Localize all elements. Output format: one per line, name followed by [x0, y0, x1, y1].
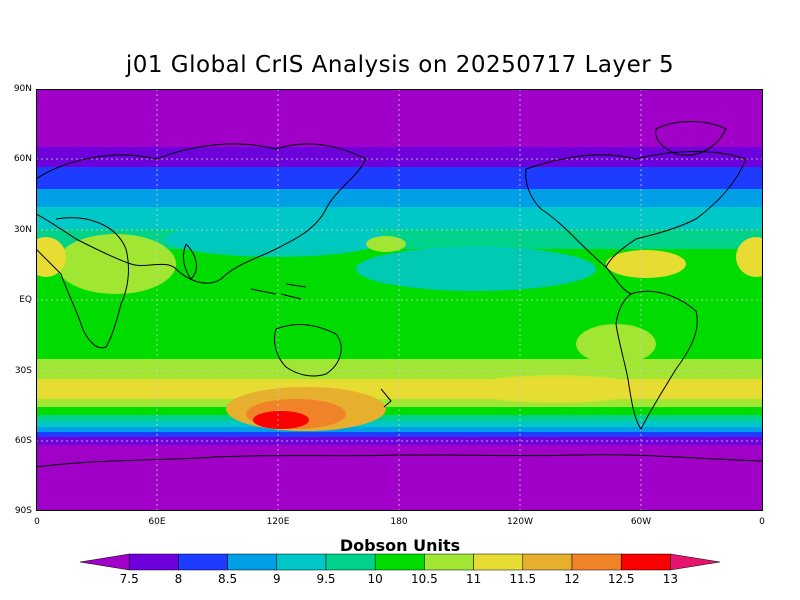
colorbar-tick-label: 9.5	[316, 572, 336, 586]
colorbar-segment	[325, 553, 376, 571]
colorbar-tick-label: 10.5	[411, 572, 438, 586]
band-south-green	[36, 407, 763, 417]
lat-label-eq: EQ	[19, 295, 32, 305]
lon-label-0-west: 0	[34, 517, 40, 527]
coast-indonesia	[250, 283, 307, 300]
blob-south-yellow2	[466, 375, 646, 403]
lon-label-120e: 120E	[266, 517, 290, 527]
coast-australia	[273, 324, 342, 377]
lon-label-180: 180	[390, 517, 408, 527]
colorbar-segment	[227, 553, 278, 571]
chart-title: j01 Global CrIS Analysis on 20250717 Lay…	[125, 52, 675, 78]
blob-tropical-cyan-2	[166, 221, 386, 257]
blob-atlantic-yellow	[736, 237, 763, 277]
coast-india	[183, 243, 197, 280]
colorbar-arrow-low	[79, 553, 130, 571]
lon-label-120w: 120W	[506, 517, 534, 527]
lon-label-60e: 60E	[148, 517, 166, 527]
blob-pacific-lightgreen	[366, 236, 406, 252]
coastlines	[36, 121, 763, 468]
lat-label-90n: 90N	[13, 84, 32, 94]
colorbar-tick-label: 7.5	[119, 572, 139, 586]
colorbar-segment	[522, 553, 573, 571]
lat-label-30n: 30N	[13, 225, 32, 235]
colorbar-segment	[424, 553, 474, 571]
coast-central-america	[605, 266, 632, 295]
blob-mexico-yellow	[606, 250, 686, 278]
coast-new-zealand	[380, 388, 392, 408]
colorbar-segment	[128, 553, 179, 571]
colorbar-tick-label: 12.5	[607, 572, 635, 586]
colorbar-tick-label: 12	[564, 572, 580, 586]
colorbar-segment	[620, 553, 671, 571]
colorbar-tick-label: 9	[272, 572, 281, 586]
coast-africa	[36, 217, 129, 349]
colorbar-segment	[276, 553, 327, 571]
coast-north-america	[525, 151, 747, 268]
colorbar-tick-label: 8.5	[218, 572, 238, 586]
colorbar-title: Dobson Units	[339, 536, 461, 555]
lat-label-30s: 30S	[14, 366, 32, 376]
blob-tropical-cyan-1	[356, 247, 596, 291]
colorbar-segment	[571, 553, 622, 571]
lat-label-60s: 60S	[14, 436, 32, 446]
blob-africa-lightgreen	[56, 234, 176, 294]
colorbar-tick-label: 10	[367, 572, 383, 586]
colorbar-segment	[473, 553, 524, 571]
blob-africa-yellow	[36, 237, 66, 277]
grid-lines	[36, 89, 763, 511]
lat-label-60n: 60N	[13, 154, 32, 164]
coast-antarctica	[36, 454, 763, 468]
lon-label-0-east: 0	[759, 517, 765, 527]
colorbar-tick-label: 11	[465, 572, 482, 586]
coast-south-america	[615, 290, 698, 430]
colorbar-tick-label: 11.5	[509, 572, 537, 586]
lon-label-60w: 60W	[630, 517, 652, 527]
colorbar-segment	[178, 553, 228, 571]
ozone-map	[36, 89, 763, 511]
map-border	[36, 89, 763, 511]
colorbar-tick-label: 8	[174, 572, 183, 586]
lat-label-90s: 90S	[14, 506, 32, 516]
colorbar	[79, 553, 721, 571]
colorbar-tick-label: 13	[662, 572, 679, 586]
blob-south-red	[253, 411, 309, 429]
coast-greenland	[655, 121, 727, 156]
coast-eurasia	[36, 143, 367, 284]
colorbar-arrow-high	[670, 553, 721, 571]
colorbar-segment	[374, 553, 425, 571]
blob-south-america-lightgreen	[576, 324, 656, 364]
